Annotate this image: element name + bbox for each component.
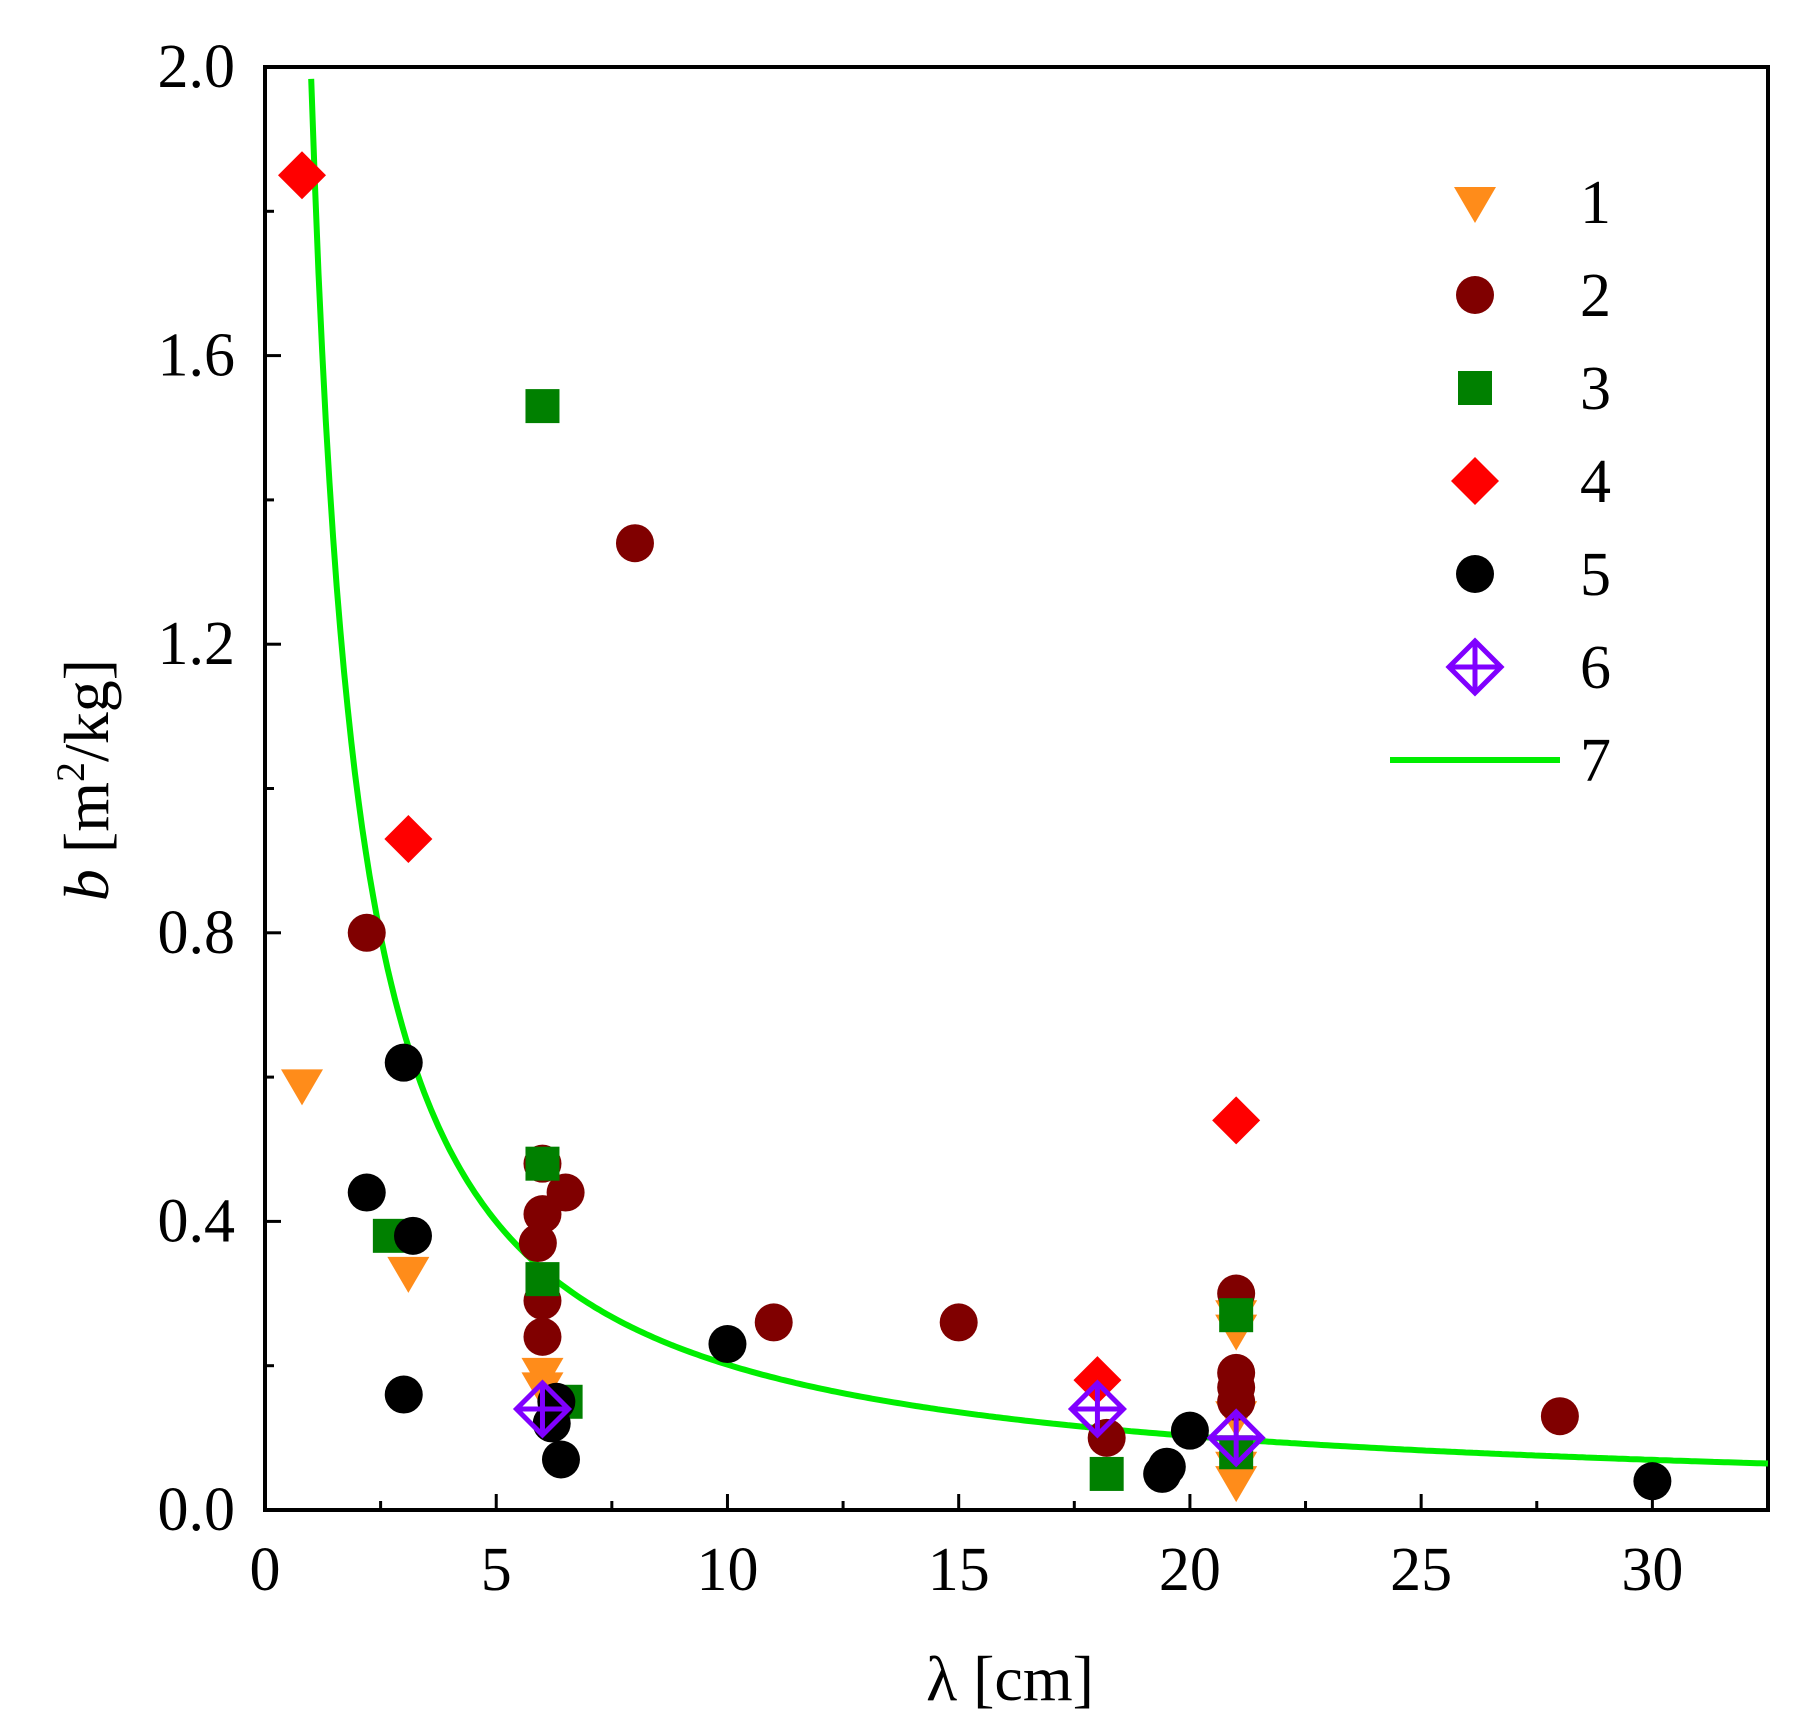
x-tick-label: 15 (928, 1536, 990, 1604)
series-6-point (512, 1379, 573, 1439)
legend: 1 2 3 4 5 6 7 (1390, 169, 1611, 795)
y-tick-label: 0.8 (158, 899, 236, 967)
series-2-point (523, 1317, 562, 1356)
series-5-point (1170, 1411, 1209, 1450)
y-axis-label-unit: [m (51, 782, 122, 869)
legend-swatch-6 (1445, 637, 1505, 697)
series-1-point (387, 1256, 430, 1293)
legend-swatch-5 (1456, 555, 1494, 593)
y-tick-label: 0.4 (158, 1187, 236, 1255)
legend-swatch-2 (1456, 276, 1494, 314)
axes-layer: 0 5 10 15 20 25 300.00.40.81.21.62.0 (158, 33, 1770, 1604)
series-2-point (1540, 1397, 1579, 1436)
x-tick-label: 0 (250, 1536, 281, 1604)
series-3-point (1089, 1456, 1124, 1491)
legend-swatch-1 (1454, 187, 1496, 223)
y-axis-label-unit-end: /kg] (51, 659, 122, 762)
series-4-point (1212, 1096, 1261, 1145)
series-4-point (277, 151, 326, 200)
x-tick-label: 30 (1621, 1536, 1683, 1604)
y-tick-label: 0.0 (158, 1476, 236, 1544)
series-5-point (708, 1325, 747, 1364)
series-6-point (1067, 1379, 1127, 1439)
points-layer (277, 151, 1672, 1503)
legend-label-2: 2 (1580, 262, 1611, 330)
series-2-point (939, 1303, 978, 1342)
series-3-point (525, 1146, 560, 1181)
series-2-point (754, 1303, 793, 1342)
series-5-point (541, 1440, 580, 1479)
y-tick-label: 2.0 (158, 33, 236, 101)
legend-label-1: 1 (1580, 169, 1611, 237)
series-5-point (347, 1173, 386, 1212)
legend-label-3: 3 (1580, 355, 1611, 423)
series-5-point (1633, 1462, 1672, 1501)
y-axis-label-sup: 2 (48, 762, 93, 782)
x-tick-label: 10 (696, 1536, 758, 1604)
series-6-point (1206, 1408, 1266, 1468)
legend-swatch-4 (1451, 457, 1499, 505)
legend-swatch-3 (1458, 371, 1492, 405)
series-5-point (384, 1375, 423, 1414)
series-5-point (384, 1043, 423, 1082)
y-tick-label: 1.2 (158, 610, 236, 678)
series-5-point (393, 1216, 432, 1255)
y-axis-label: b [m2/kg] (48, 659, 122, 901)
legend-label-5: 5 (1580, 541, 1611, 609)
series-2-point (518, 1224, 557, 1263)
series-4-point (384, 815, 433, 864)
x-tick-label: 20 (1159, 1536, 1221, 1604)
y-axis-label-italic: b (51, 869, 122, 901)
series-2-point (615, 524, 654, 563)
series-1-point (1215, 1466, 1258, 1503)
plot-frame (263, 65, 1770, 1512)
series-3-point (1219, 1298, 1254, 1333)
x-axis-label: λ [cm] (926, 1643, 1094, 1714)
series-2-point (1217, 1382, 1256, 1421)
series-3-point (525, 1262, 560, 1297)
legend-label-6: 6 (1580, 634, 1611, 702)
legend-label-7: 7 (1580, 727, 1611, 795)
series-5-point (1147, 1447, 1186, 1486)
legend-label-4: 4 (1580, 448, 1611, 516)
series-2-point (546, 1173, 585, 1212)
series-2-point (347, 913, 386, 952)
series-1-point (280, 1069, 323, 1106)
series-3-point (525, 389, 560, 424)
x-tick-label: 5 (481, 1536, 512, 1604)
y-tick-label: 1.6 (158, 322, 236, 390)
x-tick-label: 25 (1390, 1536, 1452, 1604)
